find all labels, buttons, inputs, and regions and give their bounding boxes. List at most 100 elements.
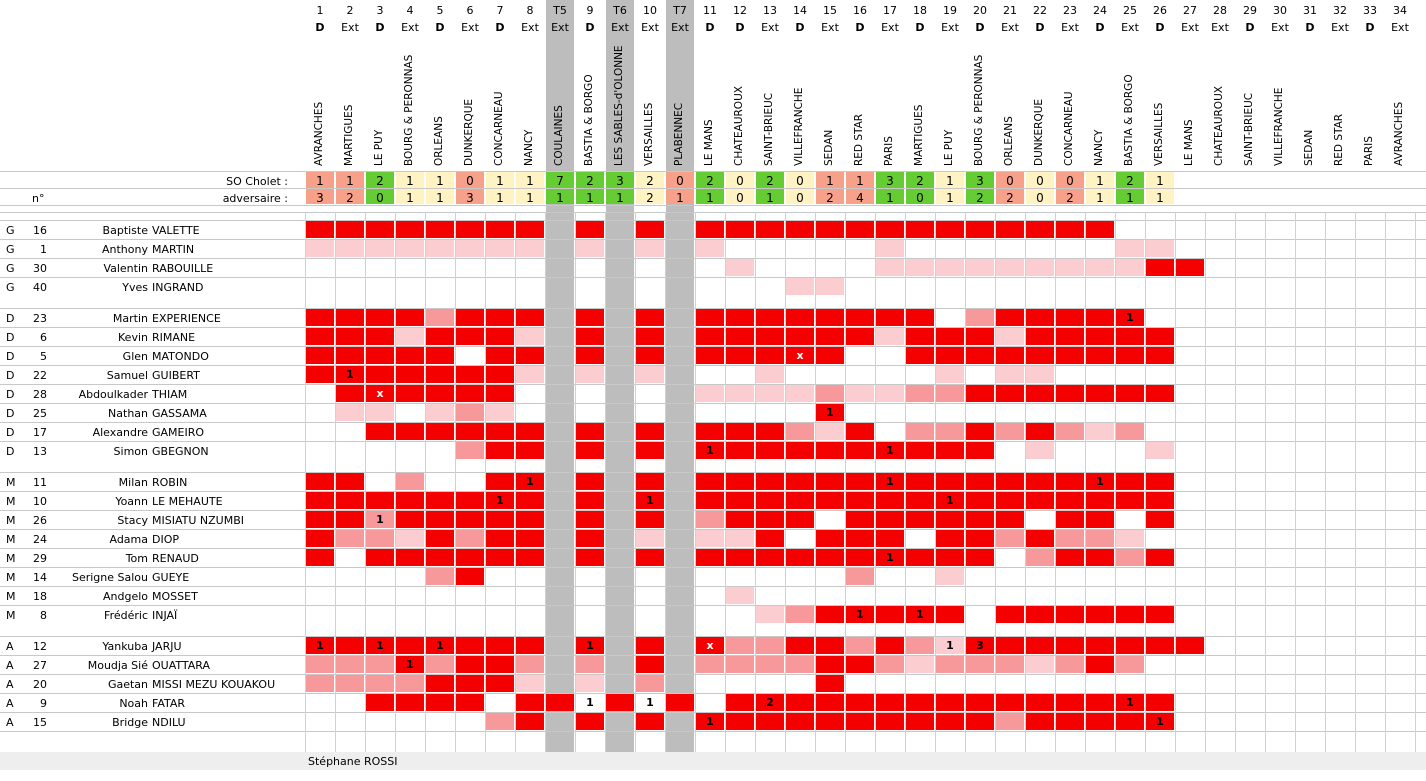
- appearance-cell[interactable]: [1086, 656, 1114, 673]
- appearance-cell[interactable]: [996, 221, 1024, 238]
- appearance-cell[interactable]: [396, 492, 424, 509]
- appearance-cell[interactable]: [696, 328, 724, 345]
- appearance-cell[interactable]: [966, 694, 994, 711]
- appearance-cell[interactable]: [1116, 423, 1144, 440]
- appearance-cell[interactable]: [426, 385, 454, 402]
- appearance-cell[interactable]: [426, 694, 454, 711]
- appearance-cell[interactable]: [966, 423, 994, 440]
- appearance-cell[interactable]: [576, 309, 604, 326]
- appearance-cell[interactable]: [306, 240, 334, 257]
- appearance-cell[interactable]: [516, 347, 544, 364]
- appearance-cell[interactable]: [336, 347, 364, 364]
- appearance-cell[interactable]: [1146, 259, 1174, 276]
- appearance-cell[interactable]: [876, 309, 904, 326]
- appearance-cell[interactable]: [1086, 423, 1114, 440]
- appearance-cell[interactable]: [396, 328, 424, 345]
- appearance-cell[interactable]: [936, 511, 964, 528]
- appearance-cell[interactable]: [576, 328, 604, 345]
- appearance-cell[interactable]: [1056, 713, 1084, 730]
- appearance-cell[interactable]: [786, 637, 814, 654]
- appearance-cell[interactable]: [876, 511, 904, 528]
- appearance-cell[interactable]: [636, 656, 664, 673]
- appearance-cell[interactable]: [846, 530, 874, 547]
- appearance-cell[interactable]: [636, 530, 664, 547]
- appearance-cell[interactable]: [486, 347, 514, 364]
- appearance-cell[interactable]: [816, 328, 844, 345]
- appearance-cell[interactable]: [336, 385, 364, 402]
- appearance-cell[interactable]: [1086, 259, 1114, 276]
- appearance-cell[interactable]: [456, 637, 484, 654]
- appearance-cell[interactable]: [696, 221, 724, 238]
- appearance-cell[interactable]: [756, 385, 784, 402]
- appearance-cell[interactable]: [336, 309, 364, 326]
- appearance-cell[interactable]: [786, 423, 814, 440]
- appearance-cell[interactable]: [966, 713, 994, 730]
- appearance-cell[interactable]: [636, 675, 664, 692]
- appearance-cell[interactable]: [846, 328, 874, 345]
- appearance-cell[interactable]: [726, 442, 754, 459]
- appearance-cell[interactable]: [846, 442, 874, 459]
- appearance-cell[interactable]: [1146, 442, 1174, 459]
- appearance-cell[interactable]: [966, 511, 994, 528]
- appearance-cell[interactable]: [426, 568, 454, 585]
- appearance-cell[interactable]: [456, 511, 484, 528]
- appearance-cell[interactable]: [1086, 221, 1114, 238]
- appearance-cell[interactable]: [1056, 656, 1084, 673]
- appearance-cell[interactable]: [1146, 606, 1174, 623]
- appearance-cell[interactable]: [696, 347, 724, 364]
- appearance-cell[interactable]: [486, 511, 514, 528]
- appearance-cell[interactable]: [756, 366, 784, 383]
- appearance-cell[interactable]: [816, 606, 844, 623]
- appearance-cell[interactable]: [966, 259, 994, 276]
- appearance-cell[interactable]: [336, 473, 364, 490]
- appearance-cell[interactable]: [1086, 511, 1114, 528]
- appearance-cell[interactable]: [456, 675, 484, 692]
- appearance-cell[interactable]: [516, 675, 544, 692]
- appearance-cell[interactable]: [996, 511, 1024, 528]
- appearance-cell[interactable]: [1056, 694, 1084, 711]
- appearance-cell[interactable]: [816, 278, 844, 295]
- appearance-cell[interactable]: [906, 221, 934, 238]
- appearance-cell[interactable]: [1026, 713, 1054, 730]
- appearance-cell[interactable]: [906, 309, 934, 326]
- appearance-cell[interactable]: [486, 385, 514, 402]
- appearance-cell[interactable]: [726, 511, 754, 528]
- appearance-cell[interactable]: [966, 328, 994, 345]
- appearance-cell[interactable]: [846, 309, 874, 326]
- appearance-cell[interactable]: [546, 694, 574, 711]
- appearance-cell[interactable]: [396, 366, 424, 383]
- appearance-cell[interactable]: [1026, 473, 1054, 490]
- appearance-cell[interactable]: [786, 385, 814, 402]
- appearance-cell[interactable]: [426, 366, 454, 383]
- appearance-cell[interactable]: [846, 694, 874, 711]
- appearance-cell[interactable]: [726, 694, 754, 711]
- appearance-cell[interactable]: [906, 442, 934, 459]
- appearance-cell[interactable]: [486, 473, 514, 490]
- appearance-cell[interactable]: [396, 385, 424, 402]
- appearance-cell[interactable]: [876, 530, 904, 547]
- appearance-cell[interactable]: [816, 423, 844, 440]
- appearance-cell[interactable]: [996, 713, 1024, 730]
- appearance-cell[interactable]: [1026, 259, 1054, 276]
- appearance-cell[interactable]: [516, 713, 544, 730]
- appearance-cell[interactable]: [906, 511, 934, 528]
- appearance-cell[interactable]: [336, 511, 364, 528]
- appearance-cell[interactable]: [816, 385, 844, 402]
- appearance-cell[interactable]: [396, 240, 424, 257]
- appearance-cell[interactable]: [966, 656, 994, 673]
- appearance-cell[interactable]: [456, 568, 484, 585]
- appearance-cell[interactable]: [846, 423, 874, 440]
- appearance-cell[interactable]: [306, 309, 334, 326]
- appearance-cell[interactable]: [756, 637, 784, 654]
- appearance-cell[interactable]: [636, 713, 664, 730]
- appearance-cell[interactable]: [456, 442, 484, 459]
- appearance-cell[interactable]: [636, 309, 664, 326]
- appearance-cell[interactable]: [1026, 309, 1054, 326]
- appearance-cell[interactable]: [726, 259, 754, 276]
- appearance-cell[interactable]: [786, 549, 814, 566]
- appearance-cell[interactable]: [816, 473, 844, 490]
- appearance-cell[interactable]: [936, 442, 964, 459]
- appearance-cell[interactable]: [516, 511, 544, 528]
- appearance-cell[interactable]: [1116, 240, 1144, 257]
- appearance-cell[interactable]: [696, 511, 724, 528]
